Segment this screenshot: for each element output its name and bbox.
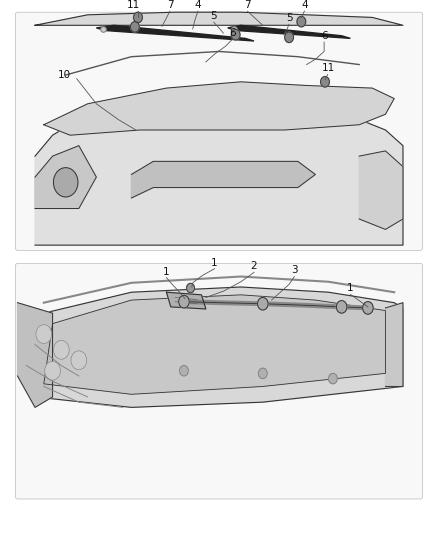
Circle shape <box>336 301 347 313</box>
Circle shape <box>71 351 87 370</box>
Polygon shape <box>35 287 403 407</box>
Circle shape <box>297 17 306 27</box>
Text: 7: 7 <box>244 0 251 10</box>
Text: 6: 6 <box>229 28 236 38</box>
FancyBboxPatch shape <box>15 263 423 499</box>
Text: 4: 4 <box>301 0 308 10</box>
Polygon shape <box>35 114 403 245</box>
Polygon shape <box>44 82 394 135</box>
Polygon shape <box>166 292 206 309</box>
Polygon shape <box>96 25 254 41</box>
Circle shape <box>321 77 329 87</box>
Text: 3: 3 <box>291 265 298 276</box>
Circle shape <box>258 297 268 310</box>
Polygon shape <box>228 25 350 38</box>
Text: 5: 5 <box>286 13 293 23</box>
Circle shape <box>53 341 69 359</box>
Text: 7: 7 <box>166 0 173 10</box>
Circle shape <box>258 368 267 378</box>
Polygon shape <box>18 303 53 407</box>
Circle shape <box>134 12 142 23</box>
Circle shape <box>328 373 337 384</box>
Circle shape <box>363 302 373 314</box>
Circle shape <box>180 366 188 376</box>
FancyBboxPatch shape <box>15 12 423 251</box>
Circle shape <box>131 22 139 32</box>
Polygon shape <box>131 161 315 198</box>
Circle shape <box>285 32 293 43</box>
Polygon shape <box>44 295 385 394</box>
Text: 1: 1 <box>163 266 170 277</box>
Polygon shape <box>385 303 403 386</box>
Polygon shape <box>35 12 403 25</box>
Circle shape <box>53 168 78 197</box>
Polygon shape <box>35 146 96 208</box>
Circle shape <box>187 284 194 293</box>
Circle shape <box>45 361 60 380</box>
Circle shape <box>231 29 240 40</box>
Text: 11: 11 <box>127 0 140 10</box>
Text: 6: 6 <box>321 31 328 41</box>
Text: 10: 10 <box>58 70 71 80</box>
Text: 2: 2 <box>251 261 258 271</box>
Text: 4: 4 <box>194 0 201 10</box>
Text: 1: 1 <box>211 257 218 268</box>
Circle shape <box>179 295 189 308</box>
Circle shape <box>36 325 52 344</box>
Text: 5: 5 <box>210 11 217 21</box>
Text: 1: 1 <box>347 283 354 293</box>
Polygon shape <box>359 151 403 229</box>
Text: 11: 11 <box>322 63 335 74</box>
